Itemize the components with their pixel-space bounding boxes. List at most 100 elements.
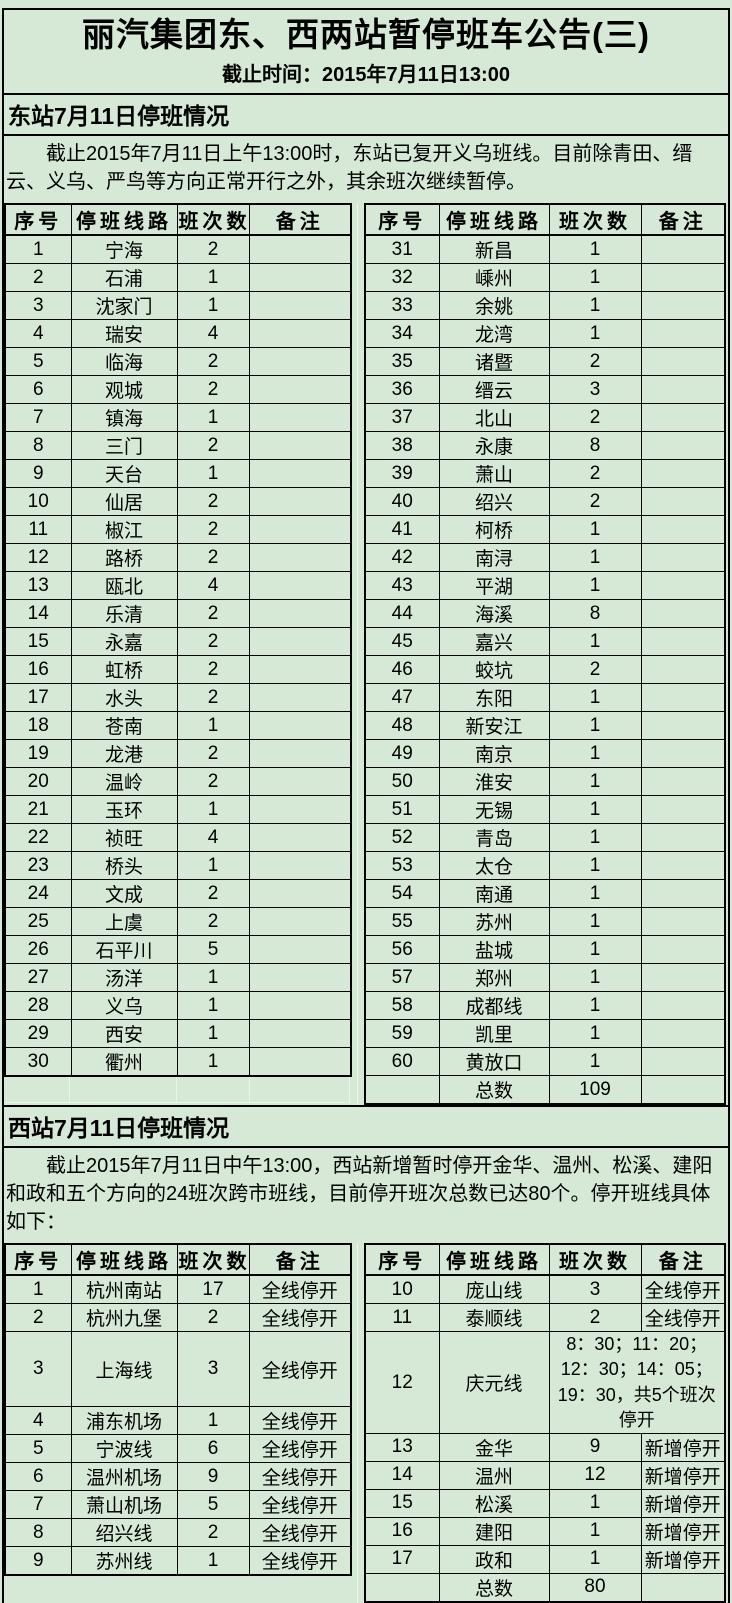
table-cell (364, 1572, 440, 1603)
table-cell (248, 823, 352, 853)
table-cell: 19 (4, 739, 72, 769)
table-cell (640, 655, 726, 685)
table-row: 3 上海线 3 全线停开 (4, 1331, 352, 1408)
table-cell: 33 (364, 291, 440, 321)
table-cell: 松溪 (438, 1488, 550, 1518)
table-row: 8 绍兴线 2 全线停开 (4, 1518, 352, 1548)
table-row: 31 新昌 1 (364, 234, 726, 265)
table-cell: 2 (548, 487, 642, 517)
table-cell: 全线停开 (248, 1490, 352, 1520)
table-cell: 总数 (438, 1075, 550, 1105)
table-cell: 苍南 (70, 711, 178, 741)
table-cell: 新增停开 (640, 1544, 726, 1574)
east-left-table: 序号 停班线路 班次数 备注 1 宁海 2 2 石浦 1 3 沈家门 1 4 瑞安 4 5 临海 2 6 观城 2 7 镇海 1… (4, 203, 352, 1078)
table-cell: 盐城 (438, 935, 550, 965)
table-cell (248, 963, 352, 993)
table-cell: 49 (364, 739, 440, 769)
table-cell (248, 879, 352, 909)
table-cell: 2 (176, 599, 250, 629)
table-cell: 政和 (438, 1544, 550, 1574)
table-cell: 青岛 (438, 823, 550, 853)
column-header: 序号 (4, 203, 72, 236)
column-header: 备注 (640, 1243, 726, 1276)
table-cell: 路桥 (70, 543, 178, 573)
table-cell: 17 (176, 1274, 250, 1305)
table-cell: 58 (364, 991, 440, 1021)
table-row: 59 凯里 1 (364, 1019, 726, 1049)
table-cell: 全线停开 (248, 1303, 352, 1333)
table-row: 32 嵊州 1 (364, 263, 726, 293)
table-cell: 宁海 (70, 234, 178, 265)
table-cell (248, 655, 352, 685)
table-cell: 缙云 (438, 375, 550, 405)
table-cell: 1 (548, 291, 642, 321)
table-cell: 2 (548, 1303, 642, 1333)
table-cell: 嘉兴 (438, 627, 550, 657)
table-row: 7 镇海 1 (4, 403, 352, 433)
table-row: 54 南通 1 (364, 879, 726, 909)
table-cell: 5 (4, 1434, 72, 1464)
table-cell: 57 (364, 963, 440, 993)
table-cell (640, 1572, 726, 1603)
table-row: 5 宁波线 6 全线停开 (4, 1434, 352, 1464)
column-header: 备注 (248, 1243, 352, 1276)
table-cell: 义乌 (70, 991, 178, 1021)
table-row: 总数 80 (364, 1572, 726, 1603)
table-row: 23 桥头 1 (4, 851, 352, 881)
table-cell (248, 683, 352, 713)
table-row: 16 建阳 1 新增停开 (364, 1516, 726, 1546)
table-cell: 1 (176, 851, 250, 881)
table-cell: 35 (364, 347, 440, 377)
table-cell: 1 (176, 795, 250, 825)
table-cell: 2 (4, 263, 72, 293)
table-row: 17 政和 1 新增停开 (364, 1544, 726, 1574)
table-cell: 28 (4, 991, 72, 1021)
table-cell: 4 (176, 571, 250, 601)
table-cell: 庆元线 (438, 1331, 550, 1434)
table-cell: 40 (364, 487, 440, 517)
table-cell (640, 823, 726, 853)
table-cell: 1 (548, 683, 642, 713)
table-cell (248, 711, 352, 741)
table-cell (640, 1047, 726, 1077)
table-cell: 全线停开 (248, 1546, 352, 1576)
table-row: 5 临海 2 (4, 347, 352, 377)
table-cell: 新增停开 (640, 1516, 726, 1546)
table-cell: 14 (364, 1460, 440, 1490)
table-cell: 50 (364, 767, 440, 797)
column-header: 备注 (640, 203, 726, 236)
table-cell: 衢州 (70, 1047, 178, 1077)
table-row: 9 苏州线 1 全线停开 (4, 1546, 352, 1576)
table-cell: 8 (4, 1518, 72, 1548)
table-cell: 1 (548, 543, 642, 573)
table-cell: 3 (548, 375, 642, 405)
table-cell (248, 431, 352, 461)
table-cell: 虹桥 (70, 655, 178, 685)
table-row: 25 上虞 2 (4, 907, 352, 937)
table-cell: 金华 (438, 1432, 550, 1462)
table-cell: 1 (176, 263, 250, 293)
table-cell: 6 (4, 1462, 72, 1492)
table-cell: 浦东机场 (70, 1406, 178, 1436)
table-cell: 12 (548, 1460, 642, 1490)
table-cell: 8 (4, 431, 72, 461)
table-cell: 18 (4, 711, 72, 741)
table-row: 3 沈家门 1 (4, 291, 352, 321)
table-cell: 1 (548, 795, 642, 825)
table-cell: 1 (176, 711, 250, 741)
table-cell: 全线停开 (640, 1303, 726, 1333)
table-cell: 南京 (438, 739, 550, 769)
table-cell: 2 (176, 375, 250, 405)
table-cell: 16 (4, 655, 72, 685)
table-row: 27 汤洋 1 (4, 963, 352, 993)
table-cell: 北山 (438, 403, 550, 433)
table-cell (640, 851, 726, 881)
table-cell (640, 711, 726, 741)
table-cell: 3 (4, 1331, 72, 1408)
table-cell (640, 1075, 726, 1105)
table-cell: 东阳 (438, 683, 550, 713)
table-row: 19 龙港 2 (4, 739, 352, 769)
table-cell (248, 291, 352, 321)
table-cell: 2 (176, 879, 250, 909)
table-cell: 54 (364, 879, 440, 909)
